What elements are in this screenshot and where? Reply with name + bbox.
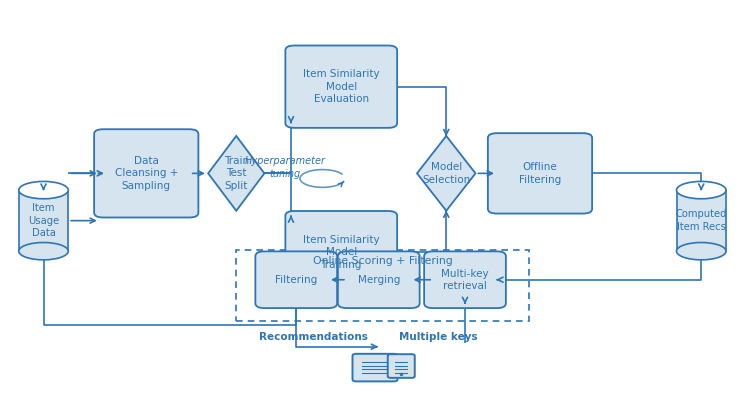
Polygon shape	[209, 136, 264, 211]
Text: Model
Selection: Model Selection	[422, 162, 470, 184]
Text: Train
Test
Split: Train Test Split	[224, 156, 249, 191]
FancyBboxPatch shape	[388, 354, 415, 378]
Ellipse shape	[676, 243, 726, 260]
Text: Filtering: Filtering	[275, 275, 317, 285]
Text: Multiple keys: Multiple keys	[400, 332, 478, 342]
Text: Item
Usage
Data: Item Usage Data	[28, 203, 59, 238]
Polygon shape	[417, 136, 476, 211]
Ellipse shape	[676, 181, 726, 199]
Bar	[19, 190, 68, 251]
Text: Data
Cleansing +
Sampling: Data Cleansing + Sampling	[115, 156, 178, 191]
Bar	[676, 190, 726, 251]
FancyBboxPatch shape	[94, 129, 198, 217]
Text: Multi-key
retrieval: Multi-key retrieval	[441, 269, 489, 291]
FancyBboxPatch shape	[285, 211, 398, 294]
FancyBboxPatch shape	[488, 133, 592, 214]
Text: Item Similarity
Model
Evaluation: Item Similarity Model Evaluation	[303, 69, 380, 104]
Text: Hyperparameter
tuning: Hyperparameter tuning	[244, 156, 326, 178]
Text: Computed
Item Recs: Computed Item Recs	[676, 210, 727, 232]
Text: Offline
Filtering: Offline Filtering	[519, 162, 561, 184]
Text: Online Scoring + Filtering: Online Scoring + Filtering	[313, 256, 452, 266]
FancyBboxPatch shape	[255, 251, 338, 308]
FancyBboxPatch shape	[285, 46, 398, 128]
FancyBboxPatch shape	[338, 251, 420, 308]
Ellipse shape	[19, 243, 68, 260]
FancyBboxPatch shape	[352, 354, 398, 381]
Text: Merging: Merging	[358, 275, 400, 285]
FancyBboxPatch shape	[424, 251, 506, 308]
Text: Recommendations: Recommendations	[259, 332, 368, 342]
Text: Item Similarity
Model
Training: Item Similarity Model Training	[303, 235, 380, 269]
Ellipse shape	[19, 181, 68, 199]
